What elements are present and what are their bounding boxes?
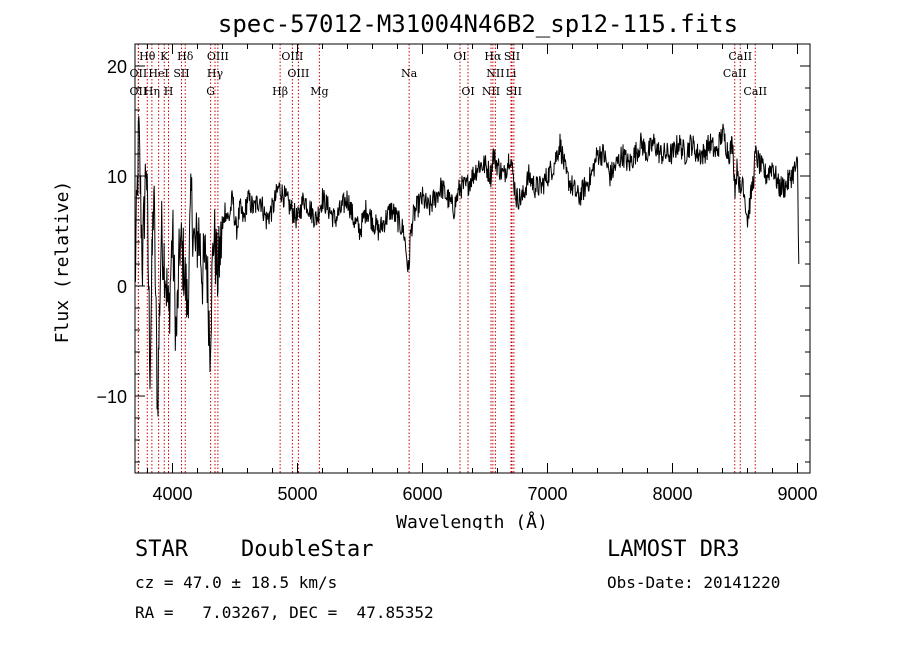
emission-line-label: Li bbox=[506, 67, 517, 80]
emission-line-label: CaII bbox=[743, 85, 767, 98]
emission-line-label: Mg bbox=[310, 85, 328, 98]
emission-line-label: HeI bbox=[148, 67, 168, 80]
emission-line-label: Hγ bbox=[207, 67, 224, 80]
emission-line-label: NII bbox=[482, 85, 500, 98]
emission-line-label: OIII bbox=[281, 50, 303, 63]
emission-line-label: CaII bbox=[728, 50, 752, 63]
emission-line-label: Hδ bbox=[177, 50, 194, 63]
object-class: STAR bbox=[135, 537, 188, 562]
x-tick-label: 6000 bbox=[402, 484, 442, 504]
spectrum-series bbox=[134, 115, 800, 417]
y-axis-label: Flux (relative) bbox=[52, 181, 73, 344]
emission-line-label: Hη bbox=[144, 85, 160, 98]
emission-line-label: K bbox=[160, 50, 169, 63]
emission-line-markers bbox=[137, 44, 756, 473]
chart-title: spec-57012-M31004N46B2_sp12-115.fits bbox=[218, 10, 738, 38]
observation-date: Obs-Date: 20141220 bbox=[607, 573, 781, 592]
y-tick-label: 20 bbox=[107, 57, 127, 77]
emission-line-label: SII bbox=[504, 50, 520, 63]
plot-frame bbox=[134, 43, 811, 474]
x-tick-label: 8000 bbox=[652, 484, 692, 504]
spectrum-chart: spec-57012-M31004N46B2_sp12-115.fits Hθ K… bbox=[52, 10, 818, 533]
redshift-value: cz = 47.0 ± 18.5 km/s bbox=[135, 573, 338, 592]
emission-line-label: NII bbox=[486, 67, 504, 80]
emission-line-label: OI bbox=[461, 85, 474, 98]
sky-coordinates: RA = 7.03267, DEC = 47.85352 bbox=[135, 603, 434, 622]
emission-line-label: SII bbox=[173, 67, 189, 80]
axis-ticks: 4000 5000 6000 7000 8000 9000 −10 0 10 20 bbox=[96, 43, 818, 504]
emission-line-label: CaII bbox=[723, 67, 747, 80]
survey-name: LAMOST DR3 bbox=[607, 537, 740, 562]
x-axis-label: Wavelength (Å) bbox=[396, 511, 548, 530]
x-tick-label: 9000 bbox=[777, 484, 817, 504]
x-tick-label: 7000 bbox=[527, 484, 567, 504]
emission-line-label: OII bbox=[130, 67, 148, 80]
y-tick-label: 0 bbox=[117, 277, 127, 297]
emission-line-label: Hβ bbox=[272, 85, 288, 98]
emission-line-label: OII bbox=[130, 85, 148, 98]
emission-line-label: H bbox=[164, 85, 174, 98]
x-tick-label: 5000 bbox=[277, 484, 317, 504]
emission-line-label: OIII bbox=[287, 67, 309, 80]
spectrum-line bbox=[134, 115, 800, 417]
emission-line-label: Hα bbox=[484, 50, 502, 63]
y-tick-label: −10 bbox=[96, 387, 127, 407]
emission-line-label: Na bbox=[401, 67, 418, 80]
emission-line-label: G bbox=[206, 85, 215, 98]
emission-line-label: SII bbox=[506, 85, 522, 98]
emission-line-label: OI bbox=[453, 50, 466, 63]
object-subclass: DoubleStar bbox=[241, 537, 374, 562]
y-tick-label: 10 bbox=[107, 167, 127, 187]
x-tick-label: 4000 bbox=[152, 484, 192, 504]
emission-line-label: Hθ bbox=[139, 50, 156, 63]
emission-line-label: OIII bbox=[207, 50, 229, 63]
